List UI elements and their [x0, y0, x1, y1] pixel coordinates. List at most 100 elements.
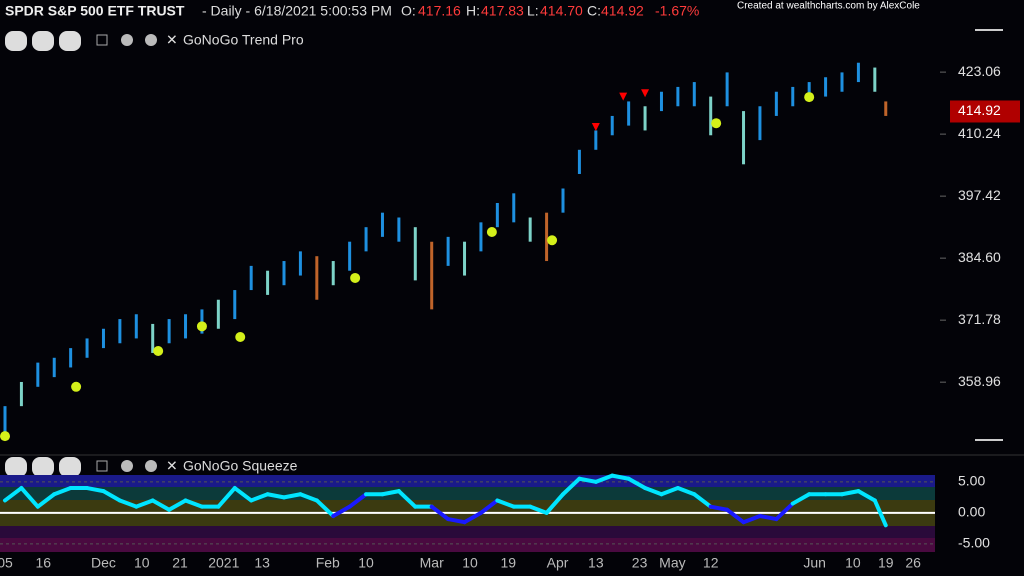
info: - Daily - 6/18/2021 5:00:53 PM — [202, 3, 392, 19]
oscillator-segment — [593, 473, 615, 484]
price-tag — [950, 100, 1020, 123]
oscillator-segment — [429, 504, 451, 522]
oscillator-segment — [85, 486, 106, 494]
y-tick-label: 397.42 — [958, 187, 1001, 203]
oscillator-segment — [741, 513, 762, 525]
eye-icon[interactable] — [121, 460, 133, 472]
gear-icon[interactable] — [145, 460, 157, 472]
oscillator-segment — [856, 489, 877, 503]
c-label: C: — [587, 3, 601, 19]
x-tick-label: Mar — [420, 555, 444, 571]
dot — [0, 431, 10, 442]
low: 414.70 — [540, 3, 583, 19]
x-tick-label: 10 — [462, 555, 478, 571]
dot — [486, 227, 497, 238]
x-tick-label: Dec — [91, 555, 116, 571]
oscillator-segment — [282, 492, 303, 500]
oscillator-segment — [708, 504, 730, 512]
y-tick-label: -5.00 — [958, 535, 990, 551]
oscillator-segment — [643, 486, 664, 497]
oscillator-segment — [232, 486, 254, 503]
oscillator-segment — [150, 498, 172, 512]
x-tick-label: Feb — [316, 555, 340, 571]
band — [0, 487, 935, 500]
oscillator-segment — [249, 492, 270, 503]
y-tick-label: 410.24 — [958, 125, 1001, 141]
oscillator-segment — [167, 498, 188, 512]
oscillator-segment — [774, 501, 795, 522]
oscillator-segment — [675, 486, 697, 497]
x-tick-label: 10 — [358, 555, 374, 571]
button[interactable] — [5, 31, 27, 51]
oscillator-segment — [446, 517, 467, 525]
x-tick-label: Apr — [547, 555, 569, 571]
y-tick-label: 358.96 — [958, 373, 1001, 389]
price-tag-label: 414.92 — [958, 102, 1001, 118]
x-tick-label: 13 — [254, 555, 270, 571]
band — [0, 538, 935, 552]
band — [0, 526, 935, 538]
button[interactable] — [59, 31, 81, 51]
x-tick-label: 16 — [36, 555, 52, 571]
oscillator-segment — [19, 486, 40, 509]
dot — [235, 331, 246, 342]
oscillator-segment — [577, 476, 598, 484]
oscillator-segment — [183, 498, 204, 509]
button[interactable] — [32, 31, 54, 51]
close-icon[interactable]: ✕ — [166, 32, 178, 48]
gear-icon[interactable] — [145, 34, 157, 46]
oscillator-segment — [544, 492, 565, 515]
oscillator-segment — [790, 492, 812, 506]
oscillator-segment — [462, 510, 483, 525]
oscillator-segment — [725, 507, 746, 525]
x-tick-label: Jun — [803, 555, 826, 571]
x-tick-label: 10 — [845, 555, 861, 571]
oscillator-segment — [478, 498, 500, 515]
y-tick-label: 423.06 — [958, 63, 1001, 79]
x-tick-label: 2021 — [208, 555, 239, 571]
close-icon[interactable]: ✕ — [166, 458, 178, 474]
oscillator-segment — [495, 498, 516, 509]
oscillator-segment — [331, 504, 352, 518]
triangle — [619, 92, 628, 101]
x-tick-label: 23 — [632, 555, 648, 571]
y-tick-label: 371.78 — [958, 311, 1001, 327]
oscillator-segment — [692, 492, 713, 509]
collapse-icon[interactable] — [96, 460, 108, 472]
oscillator-segment — [314, 498, 336, 518]
dot — [153, 346, 164, 357]
oscillator-segment — [3, 486, 24, 503]
oscillator-segment — [101, 489, 122, 503]
dot — [350, 272, 361, 283]
button[interactable] — [5, 457, 27, 477]
oscillator-segment — [561, 476, 582, 497]
oscillator-segment — [216, 486, 237, 509]
eye-icon[interactable] — [121, 34, 133, 46]
oscillator-segment — [528, 504, 549, 515]
y-tick-label: 0.00 — [958, 504, 985, 520]
collapse-icon[interactable] — [96, 34, 108, 46]
oscillator-segment — [134, 498, 155, 509]
button[interactable] — [59, 457, 81, 477]
oscillator-segment — [840, 489, 861, 497]
dot — [196, 321, 207, 332]
change: -1.67% — [655, 3, 699, 19]
x-tick-label: 21 — [172, 555, 188, 571]
oscillator-segment — [347, 492, 369, 509]
o-label: O: — [401, 3, 416, 19]
button[interactable] — [32, 457, 54, 477]
x-tick-label: 13 — [588, 555, 604, 571]
y-tick-label: 384.60 — [958, 249, 1001, 265]
toolbar: ✕ ✕ — [5, 31, 178, 477]
dot — [804, 92, 815, 103]
credit: Created at wealthcharts.com by AlexCole — [737, 1, 920, 12]
close: 414.92 — [601, 3, 644, 19]
triangle — [591, 123, 600, 132]
l-label: L: — [527, 3, 539, 19]
h-label: H: — [466, 3, 480, 19]
oscillator-segment — [298, 492, 319, 503]
oscillator-segment — [872, 498, 888, 528]
high: 417.83 — [481, 3, 524, 19]
band — [0, 475, 935, 487]
symbol: SPDR S&P 500 ETF TRUST — [5, 3, 185, 19]
